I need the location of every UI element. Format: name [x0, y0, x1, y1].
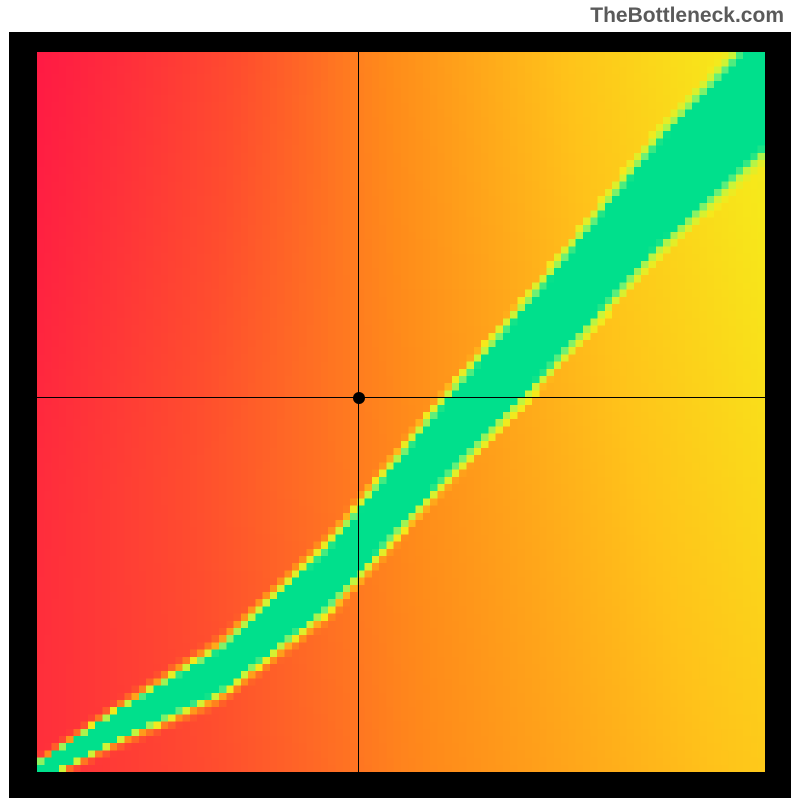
crosshair-vertical [358, 52, 359, 772]
plot-area [37, 52, 765, 772]
attribution-text: TheBottleneck.com [590, 4, 784, 28]
heatmap-canvas [37, 52, 765, 772]
marker-dot [353, 392, 365, 404]
chart-container: TheBottleneck.com [0, 0, 800, 800]
crosshair-horizontal [37, 397, 765, 398]
chart-frame [9, 32, 791, 798]
